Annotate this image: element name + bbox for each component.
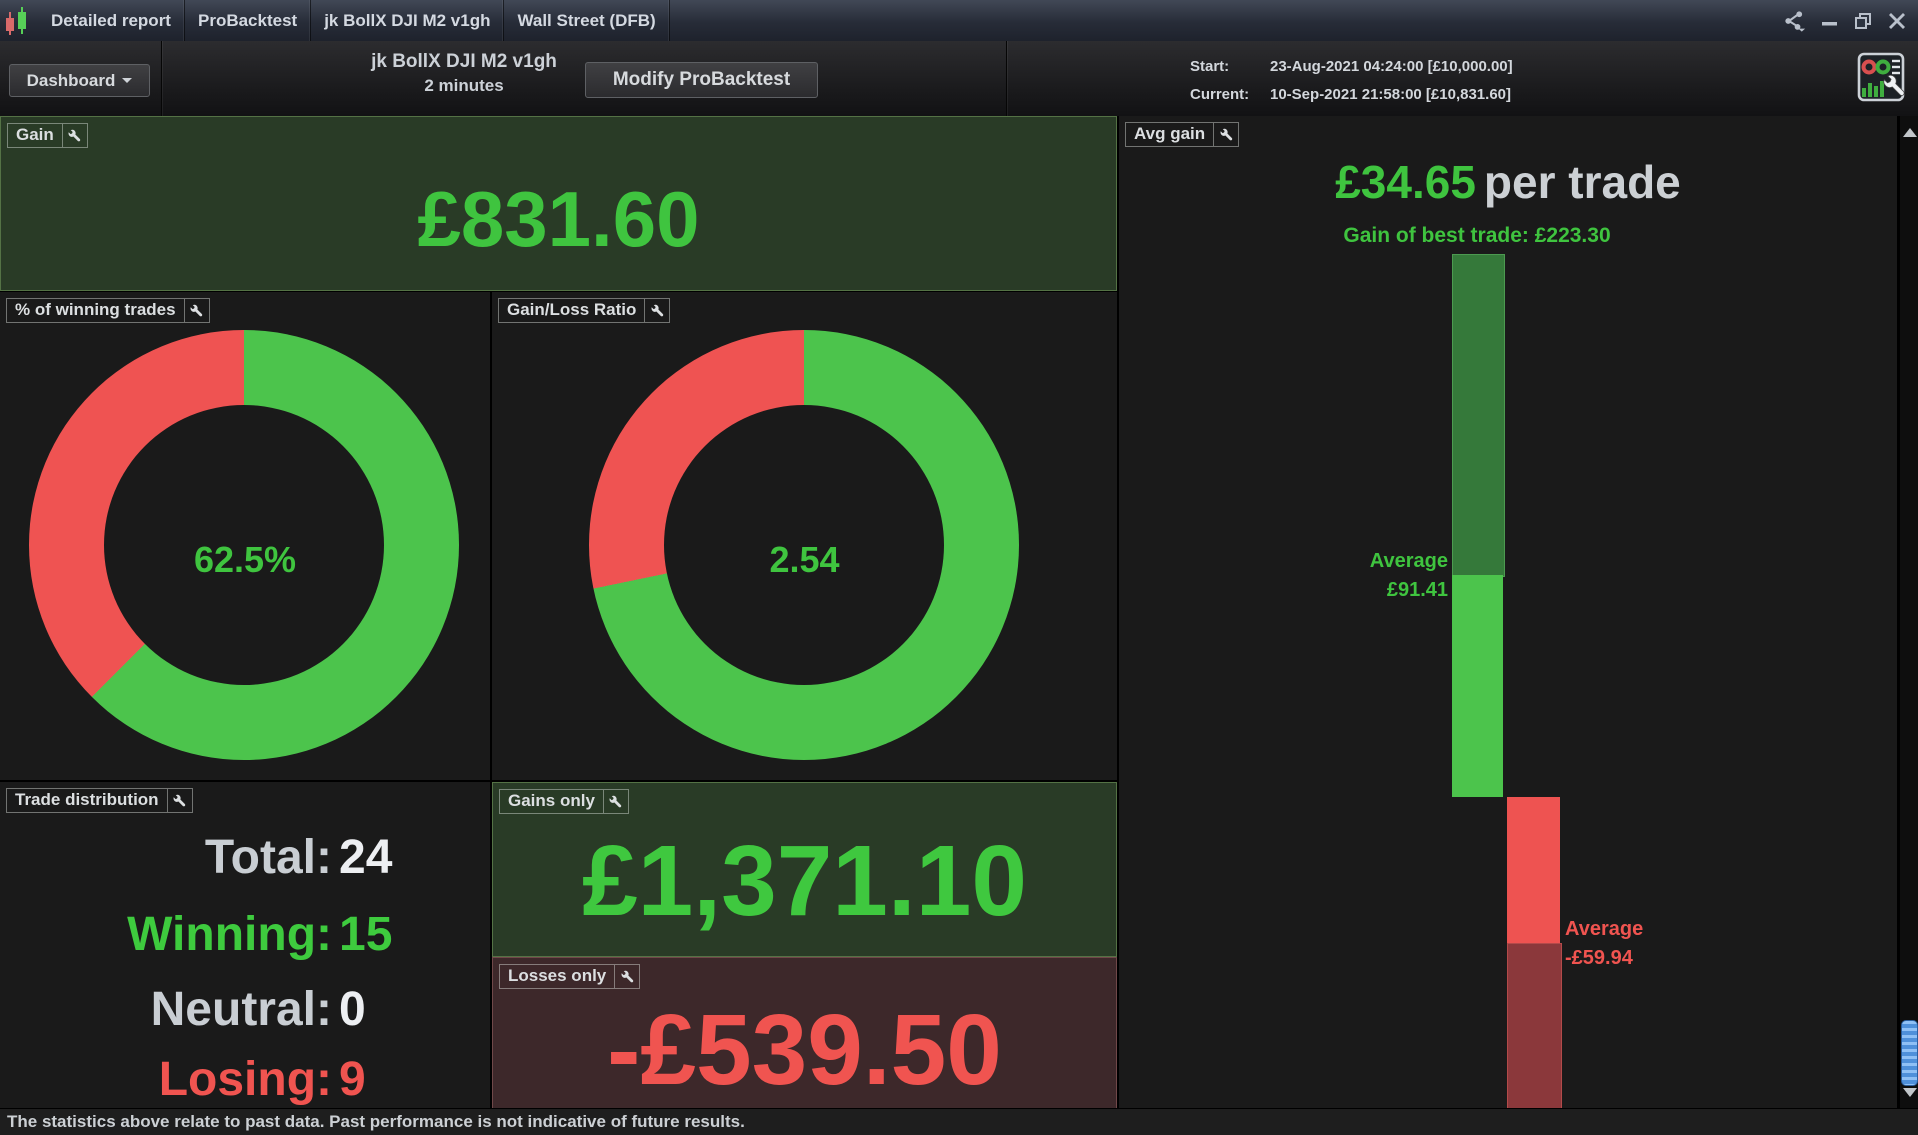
gain-panel: Gain £831.60 — [0, 116, 1117, 291]
wrench-icon[interactable] — [184, 298, 210, 323]
gains-only-value: £1,371.10 — [582, 825, 1027, 937]
average-loss-annotation-title: Average — [1565, 918, 1644, 940]
restore-icon[interactable] — [1852, 10, 1874, 32]
gain-loss-ratio-panel-title: Gain/Loss Ratio — [498, 298, 646, 323]
avg-gain-bar-segment — [1452, 574, 1503, 797]
winning-label: Winning: — [127, 908, 332, 961]
wrench-icon[interactable] — [645, 298, 671, 323]
vertical-scrollbar[interactable] — [1899, 116, 1918, 1108]
losing-label: Losing: — [158, 1053, 332, 1106]
total-trades-row: Total: 24 — [0, 821, 490, 895]
scrollbar-down-icon[interactable] — [1903, 1088, 1917, 1097]
modify-probacktest-label: Modify ProBacktest — [612, 69, 791, 90]
winning-value: 15 — [339, 908, 393, 961]
best-trade-bar-segment — [1452, 254, 1505, 577]
losses-only-value: -£539.50 — [607, 994, 1002, 1106]
trade-distribution-panel: Trade distribution Total: 24 Winning: 15… — [0, 782, 490, 1108]
strategy-title: jk BollX DJI M2 v1gh 2 minutes — [346, 49, 582, 98]
winning-trades-row: Winning: 15 — [0, 898, 490, 972]
losing-trades-row: Losing: 9 — [0, 1043, 490, 1108]
gains-only-panel-title: Gains only — [499, 789, 604, 814]
average-loss-annotation-value: -£59.94 — [1565, 947, 1633, 969]
donut-hole — [104, 405, 384, 685]
toolbar: Dashboard jk BollX DJI M2 v1gh 2 minutes… — [0, 41, 1918, 116]
neutral-label: Neutral: — [150, 983, 332, 1036]
candlestick-icon — [0, 0, 38, 41]
total-value: 24 — [339, 831, 393, 884]
chevron-down-icon — [122, 78, 133, 83]
winning-trades-panel: % of winning trades 62.5% — [0, 292, 490, 780]
neutral-value: 0 — [339, 983, 366, 1036]
avg-gain-value: £34.65 — [1335, 156, 1476, 208]
tab-probacktest[interactable]: ProBacktest — [185, 0, 312, 41]
backtest-period-info: Start: 23-Aug-2021 04:24:00 [£10,000.00]… — [1190, 52, 1513, 108]
total-label: Total: — [204, 831, 332, 884]
current-label: Current: — [1190, 85, 1250, 103]
gains-only-panel: Gains only £1,371.10 — [492, 782, 1117, 957]
gain-loss-ratio-value: 2.54 — [769, 539, 840, 580]
gain-loss-ratio-panel: Gain/Loss Ratio 2.54 — [492, 292, 1117, 780]
status-bar: The statistics above relate to past data… — [0, 1108, 1918, 1135]
winning-trades-panel-title: % of winning trades — [6, 298, 185, 323]
wrench-icon[interactable] — [62, 123, 88, 148]
winning-trades-percentage: 62.5% — [193, 539, 297, 580]
gain-value: £831.60 — [417, 175, 700, 263]
avg-gain-panel-title: Avg gain — [1125, 122, 1215, 147]
winning-trades-donut-chart — [29, 330, 459, 760]
modify-probacktest-button[interactable]: Modify ProBacktest — [585, 62, 818, 98]
start-label: Start: — [1190, 57, 1230, 75]
avg-gain-panel: Avg gain £34.65 per trade Gain of best tr… — [1119, 116, 1897, 1108]
wrench-icon[interactable] — [603, 789, 629, 814]
scrollbar-thumb[interactable] — [1901, 1020, 1918, 1086]
current-value: 10-Sep-2021 21:58:00 [£10,831.60] — [1270, 85, 1511, 103]
best-trade-label: Gain of best trade: £223.30 — [1343, 224, 1611, 247]
wrench-icon[interactable] — [615, 964, 641, 989]
donut-hole — [664, 405, 944, 685]
trade-distribution-panel-title: Trade distribution — [6, 788, 168, 813]
worst-trade-bar-segment — [1507, 942, 1562, 1108]
average-gain-annotation: Average £91.41 — [1370, 547, 1448, 605]
gain-loss-ratio-donut-chart — [589, 330, 1019, 760]
wrench-icon[interactable] — [1214, 122, 1240, 147]
scrollbar-up-icon[interactable] — [1903, 128, 1917, 137]
avg-gain-per-trade: £34.65 per trade — [1119, 158, 1897, 206]
gain-panel-title: Gain — [7, 123, 63, 148]
tab-instrument[interactable]: Wall Street (DFB) — [504, 0, 670, 41]
average-gain-annotation-title: Average — [1369, 550, 1448, 572]
close-icon[interactable] — [1886, 10, 1908, 32]
avg-gain-suffix: per trade — [1483, 156, 1681, 208]
strategy-name: jk BollX DJI M2 v1gh — [371, 51, 557, 72]
title-bar: Detailed report ProBacktest jk BollX DJI… — [0, 0, 1918, 42]
minimize-icon[interactable] — [1818, 10, 1840, 32]
share-icon[interactable] — [1784, 10, 1806, 32]
strategy-timeframe: 2 minutes — [424, 76, 504, 95]
report-settings-icon[interactable] — [1857, 52, 1905, 102]
start-value: 23-Aug-2021 04:24:00 [£10,000.00] — [1270, 57, 1513, 75]
tab-strategy-name[interactable]: jk BollX DJI M2 v1gh — [311, 0, 505, 41]
losses-only-panel-title: Losses only — [499, 964, 616, 989]
neutral-trades-row: Neutral: 0 — [0, 973, 490, 1047]
average-loss-annotation: Average -£59.94 — [1565, 915, 1643, 973]
wrench-icon[interactable] — [167, 788, 193, 813]
losses-only-panel: Losses only -£539.50 — [492, 957, 1117, 1110]
toolbar-divider — [1006, 41, 1007, 116]
losing-value: 9 — [339, 1053, 366, 1106]
disclaimer-text: The statistics above relate to past data… — [7, 1112, 745, 1131]
average-gain-annotation-value: £91.41 — [1386, 579, 1448, 601]
tab-detailed-report[interactable]: Detailed report — [38, 0, 185, 41]
dashboard-button-label: Dashboard — [26, 70, 116, 90]
dashboard-button[interactable]: Dashboard — [9, 64, 150, 97]
avg-loss-bar-segment — [1507, 797, 1560, 943]
toolbar-divider — [161, 41, 162, 116]
